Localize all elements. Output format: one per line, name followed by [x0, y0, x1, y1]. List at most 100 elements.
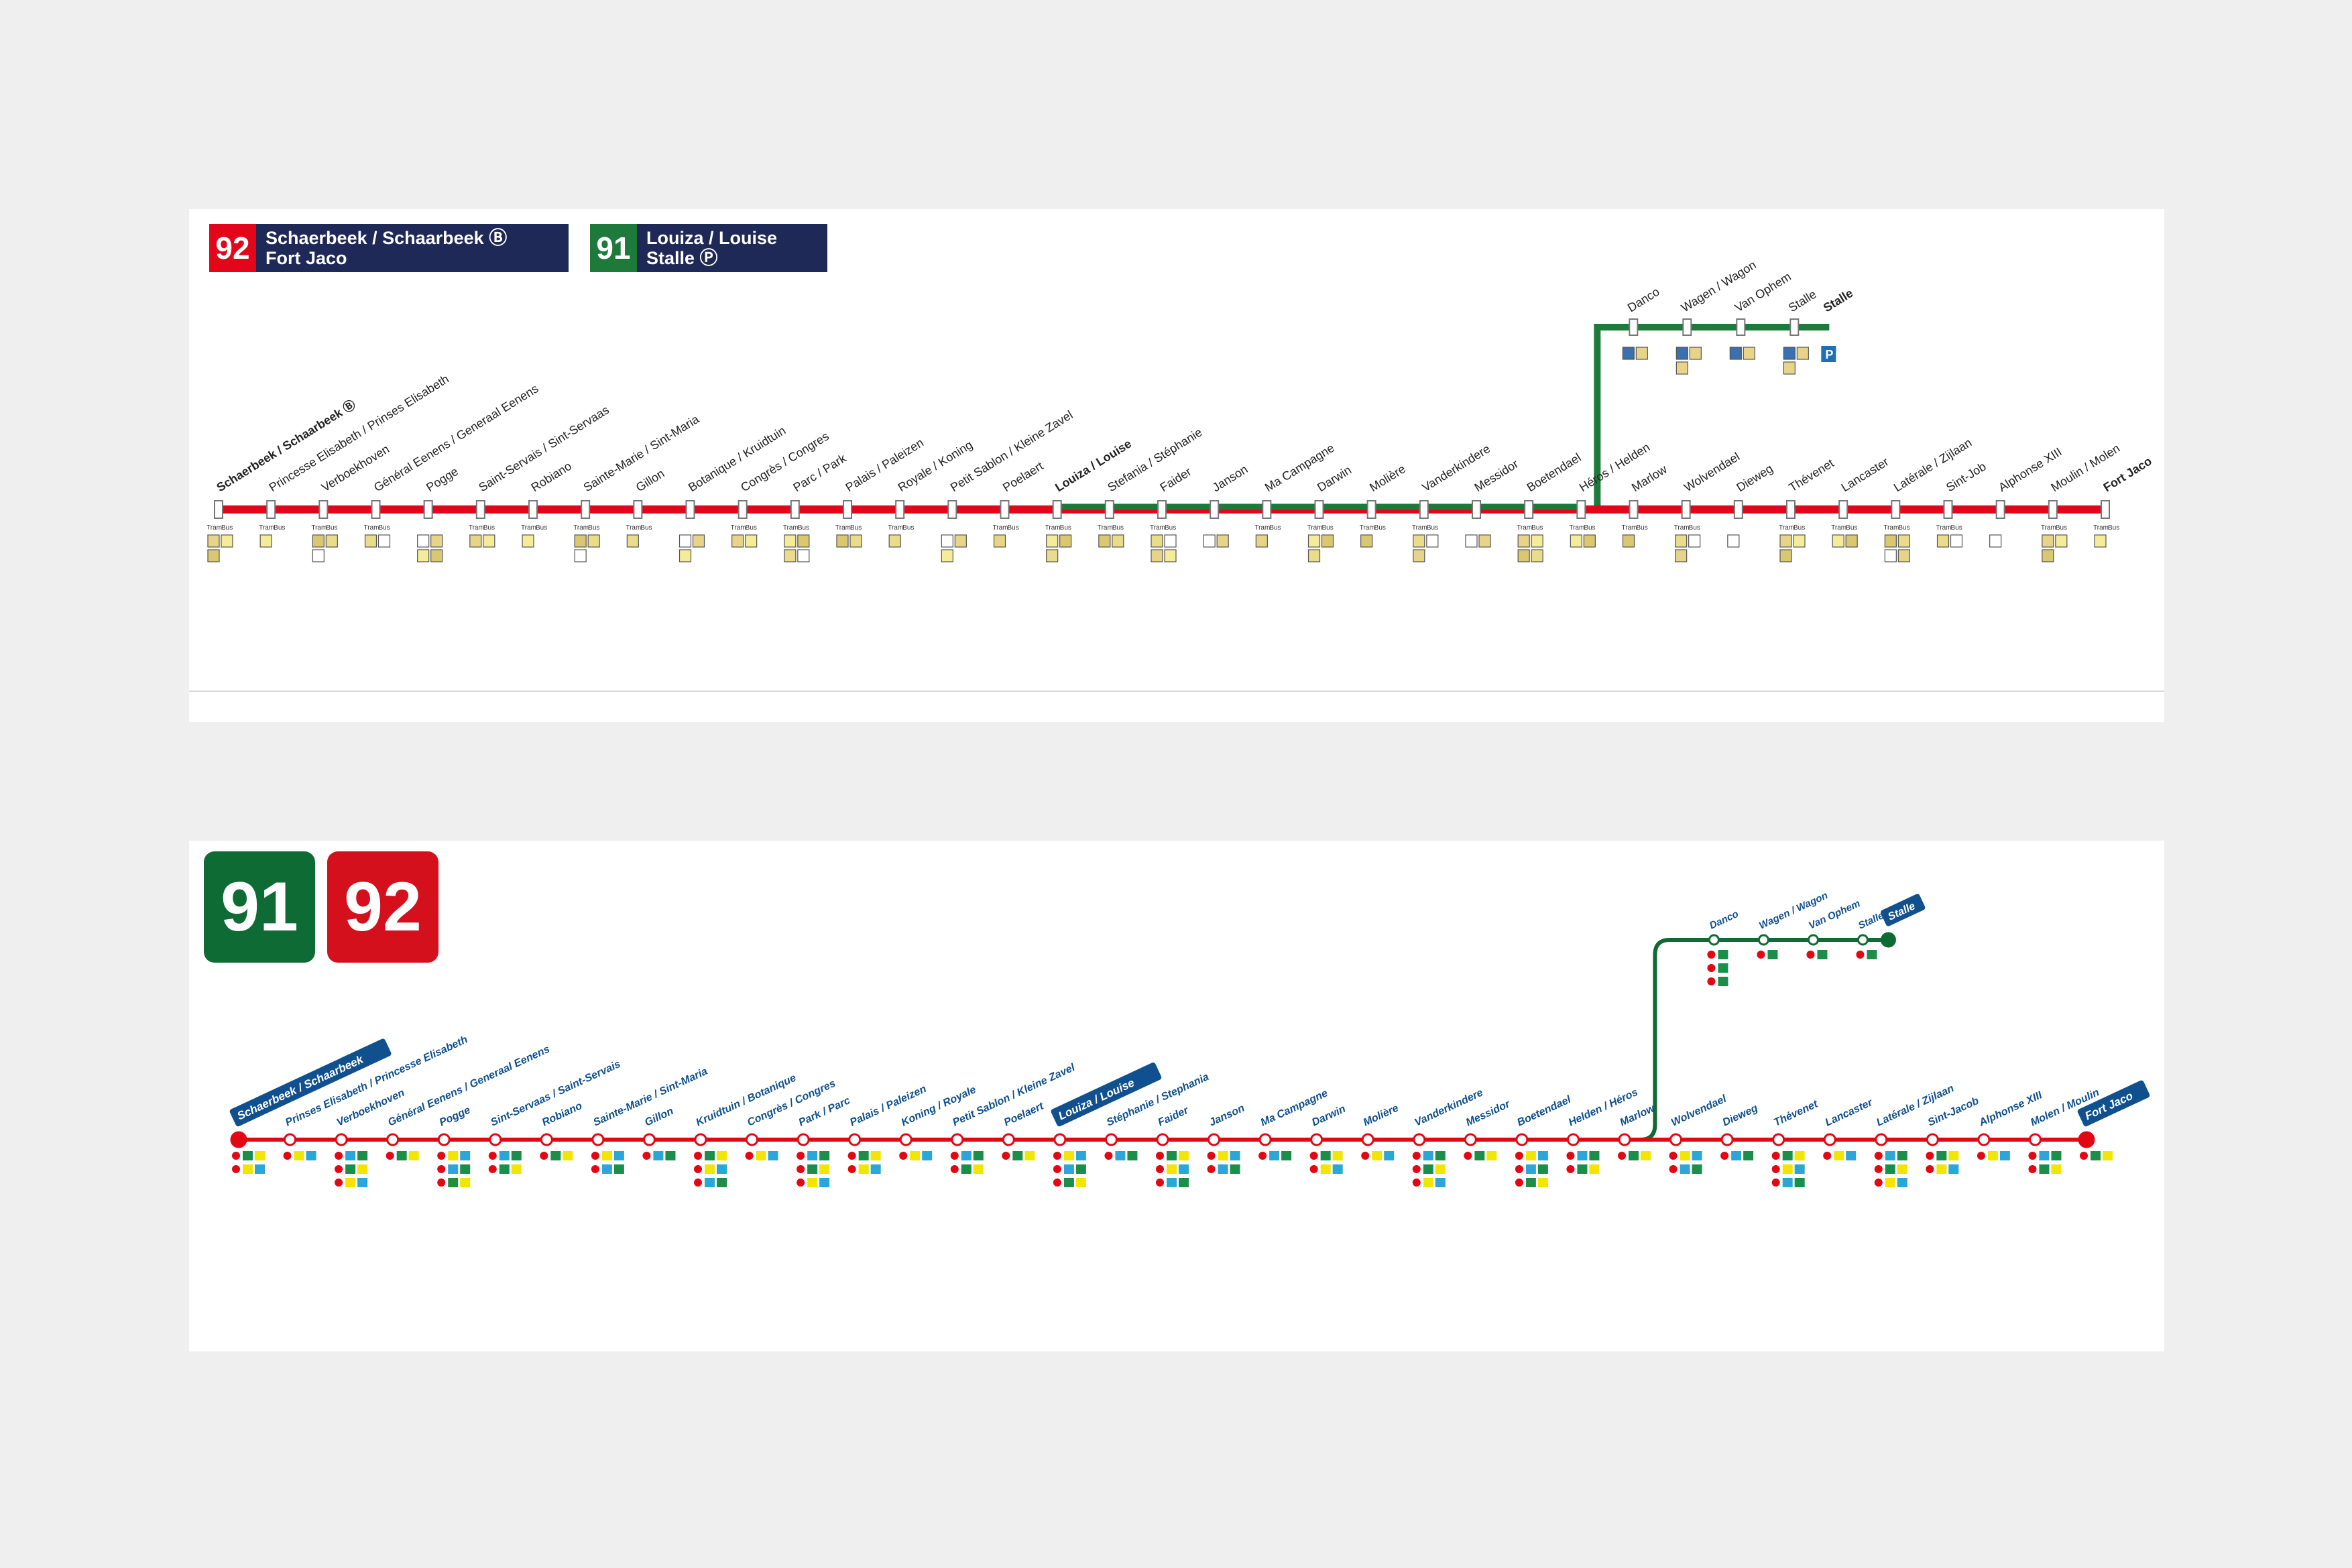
transfer-chip — [1936, 1151, 1947, 1160]
stop-label: Wolvendael — [1682, 450, 1742, 495]
terminal-label-group: Stalle — [1880, 894, 1926, 926]
transfer-chip — [243, 1164, 253, 1174]
transfer-dot — [488, 1152, 497, 1160]
transfer-dot — [1309, 1152, 1318, 1160]
transfer-dot — [1856, 951, 1865, 959]
transfer-dot — [1207, 1152, 1216, 1160]
transfer-chip — [613, 1164, 624, 1174]
stop-marker — [284, 1133, 297, 1146]
transfer-box — [483, 534, 495, 548]
transfer-mode-label: Tram — [2041, 524, 2056, 532]
stop-marker — [423, 500, 433, 519]
transfer-chip — [705, 1178, 715, 1187]
transfer-dot — [1771, 1179, 1780, 1187]
stop-marker — [694, 1133, 707, 1146]
transfer-box — [574, 534, 587, 548]
transfer-chip — [1948, 1164, 1959, 1174]
transfer-mode-label: Bus — [902, 524, 914, 532]
stop-marker — [475, 500, 485, 519]
transfer-chip — [1179, 1151, 1189, 1160]
panel-divider — [189, 690, 2164, 692]
terminal-label-bg — [1051, 1062, 1162, 1127]
transfer-dot — [1515, 1165, 1523, 1173]
transfer-chip — [1435, 1164, 1446, 1174]
stop-marker — [1464, 1133, 1477, 1146]
stop-label: Janson — [1210, 463, 1250, 495]
stop-marker — [1629, 500, 1639, 519]
transfer-box — [797, 549, 810, 562]
transfer-chip — [1218, 1151, 1228, 1160]
branch-stop-label: Stalle — [1786, 288, 1819, 315]
transfer-box — [312, 534, 325, 548]
transfer-chip — [255, 1151, 265, 1160]
transfer-box — [1203, 534, 1216, 548]
transfer-box — [1360, 534, 1373, 548]
transfer-chip — [2103, 1151, 2113, 1160]
stop-marker — [2078, 1131, 2095, 1148]
transfer-chip — [1834, 1151, 1844, 1160]
transfer-chip — [1867, 950, 1877, 959]
transfer-box — [941, 549, 953, 562]
transfer-box — [1413, 549, 1425, 562]
transfer-dot — [797, 1152, 805, 1160]
stop-marker — [489, 1133, 502, 1146]
transfer-chip — [1782, 1151, 1793, 1160]
transfer-mode-label: Tram — [1150, 524, 1165, 532]
transfer-mode-label: Tram — [1254, 524, 1270, 532]
stop-label: Messidor — [1472, 457, 1521, 495]
transfer-chip — [1692, 1151, 1702, 1160]
transfer-chip — [1167, 1151, 1177, 1160]
stop-marker — [1772, 1133, 1785, 1146]
transfer-chip — [807, 1151, 818, 1160]
transfer-mode-label: Bus — [640, 524, 652, 532]
branch-stop-marker — [1807, 934, 1819, 946]
transfer-box — [1675, 361, 1688, 375]
transfer-mode-label: Bus — [1898, 524, 1909, 532]
transfer-chip — [1115, 1151, 1126, 1160]
transfer-dot — [1669, 1152, 1678, 1160]
transfer-box — [1936, 534, 1950, 548]
transfer-chip — [1127, 1151, 1138, 1160]
stop-marker — [1157, 500, 1167, 519]
stop-marker — [581, 500, 591, 519]
transfer-dot — [591, 1152, 599, 1160]
transfer-chip — [448, 1151, 459, 1160]
transfer-mode-label: Bus — [1689, 524, 1700, 532]
transfer-box — [1796, 347, 1809, 360]
transfer-chip — [819, 1151, 830, 1160]
stop-label: Congrès / Congres — [738, 429, 831, 494]
transfer-chip — [357, 1164, 368, 1174]
transfer-chip — [1474, 1151, 1485, 1160]
transfer-chip — [1885, 1164, 1895, 1174]
transfer-dot — [1515, 1179, 1523, 1187]
transfer-dot — [386, 1152, 394, 1160]
transfer-chip — [1075, 1151, 1086, 1160]
stop-label: Pogge — [424, 465, 461, 495]
stop-marker — [899, 1133, 913, 1146]
transfer-mode-label: Tram — [835, 524, 851, 532]
transfer-dot — [1412, 1165, 1421, 1173]
transfer-box — [207, 534, 220, 548]
stop-marker — [437, 1133, 451, 1146]
transfer-box — [1688, 534, 1701, 548]
transfer-chip — [601, 1151, 612, 1160]
transfer-dot — [437, 1179, 446, 1187]
transfer-mode-label: Bus — [1951, 524, 1962, 532]
transfer-box — [417, 549, 430, 562]
transfer-mode-label: Tram — [259, 524, 274, 532]
stop-label: Boetendael — [1515, 1094, 1573, 1129]
line-91-header: 91 Louiza / Louise Stalle Ⓟ — [590, 224, 827, 272]
transfer-box — [1570, 534, 1582, 548]
transfer-chip — [922, 1151, 933, 1160]
transfer-chip — [460, 1151, 471, 1160]
transfer-box — [377, 534, 391, 548]
transfer-chip — [807, 1178, 818, 1187]
transfer-box — [1635, 347, 1648, 360]
transfer-chip — [1012, 1151, 1023, 1160]
stop-label: Thévenet — [1772, 1098, 1820, 1128]
transfer-dot — [1002, 1152, 1010, 1160]
stop-marker — [335, 1133, 348, 1146]
transfer-mode-label: Bus — [1794, 524, 1805, 532]
transfer-mode-label: Tram — [573, 524, 589, 532]
transfer-mode-label: Bus — [588, 524, 599, 532]
